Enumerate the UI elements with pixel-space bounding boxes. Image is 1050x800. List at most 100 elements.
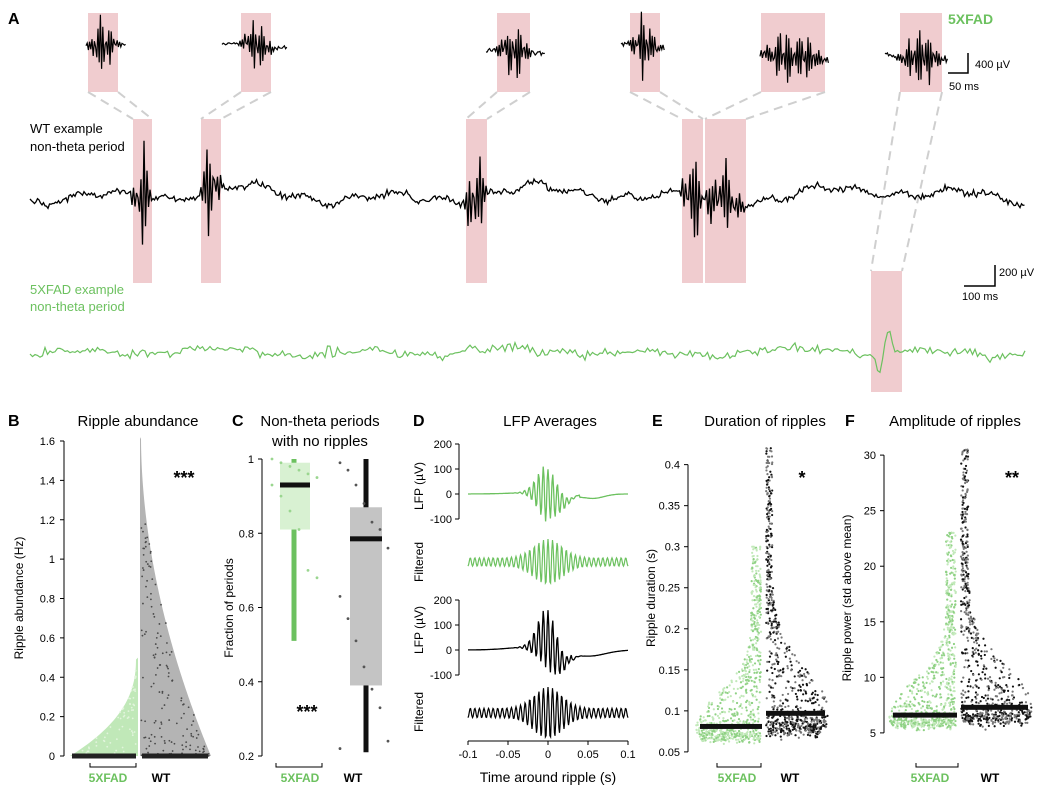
fad-point [713,722,716,725]
fad-point [918,674,921,677]
wt-point [987,687,991,690]
wt-point [768,497,772,500]
wt-point [962,471,965,474]
wt-point [799,685,802,689]
fad-point [948,627,951,630]
wt-point [165,664,168,667]
wt-point [967,613,970,617]
fad-point [949,685,952,688]
wt-point [768,631,771,634]
fad-point [728,690,731,694]
wt-point [977,673,980,676]
fad-point [931,717,934,720]
wt-point [808,697,811,700]
bracket-b [89,763,137,768]
wt-point [768,553,771,556]
wt-point [991,713,994,716]
fad-point [751,545,754,548]
wt-point [774,654,777,657]
wt-point [966,506,969,509]
fad-point [704,719,707,722]
wt-point [767,571,770,574]
wt-point [338,747,342,750]
fad-point [927,704,931,707]
wt-point [812,725,815,728]
fad-point [923,691,926,694]
wt-point [960,626,963,629]
fad-point [756,609,760,613]
wt-point [972,673,975,677]
fad-point [723,731,726,735]
fad-point [756,619,759,622]
wt-point [804,692,808,695]
wt-point [776,727,779,730]
fad-point [947,606,950,610]
wt-point [784,686,788,689]
fad-point [115,738,118,741]
wt-point [960,714,963,717]
wt-point [185,741,188,744]
fad-point [109,741,112,744]
fad-point [925,721,928,725]
wt-point [819,721,822,724]
fad-point [898,709,901,712]
wt-point [175,722,178,725]
fad-point [948,701,951,705]
wt-point [1013,720,1017,723]
wt-point [963,584,966,587]
wt-point [975,639,978,642]
wt-point [771,510,774,513]
wt-point [989,697,992,700]
fad-point [106,745,109,748]
wt-point [163,704,166,706]
wt-point [1002,724,1006,728]
fad-point [130,689,133,692]
x-axis-d-tick-label: 0.05 [577,749,598,761]
fad-point [750,711,753,715]
fad-point [942,652,945,655]
wt-point [961,603,964,606]
fad-point [131,717,134,720]
fad-point [757,659,760,662]
fad-point [752,554,755,558]
wt-point [766,481,769,484]
wt-point [765,452,768,455]
fad-point [951,719,954,722]
wt-point [773,639,777,642]
wt-point [822,724,825,727]
wt-point [794,723,797,726]
fad-point [726,686,729,689]
fad-point [753,583,757,587]
duration-violins [695,447,829,745]
fad-point [947,561,950,564]
fad-point [947,678,950,682]
wt-point [965,469,969,472]
wt-point [779,699,782,702]
fad-point [756,639,759,642]
fad-point [756,648,759,652]
fad-point [930,719,933,722]
wt-point [769,735,772,738]
wt-point [161,652,164,655]
wt-point [778,722,781,725]
wt-point [961,711,964,714]
trace-5xfad-filtered [467,538,629,586]
wt-point [167,667,169,670]
fad-point [741,680,745,683]
wt-point [975,642,979,645]
fad-point [755,668,758,671]
wt-point [776,662,780,666]
wt-point [765,537,768,540]
fad-point [758,650,761,653]
wt-point [160,723,163,725]
group-label-fad-e: 5XFAD [718,771,757,785]
fad-point [119,717,122,720]
wt-point [766,472,769,476]
fad-point [716,704,719,708]
fad-point [746,653,749,657]
wt-point [1003,702,1006,705]
wt-point [779,730,783,734]
fad-point [748,646,751,649]
fad-point [911,702,914,706]
y-axis-label-c: Fraction of periods [222,558,236,657]
